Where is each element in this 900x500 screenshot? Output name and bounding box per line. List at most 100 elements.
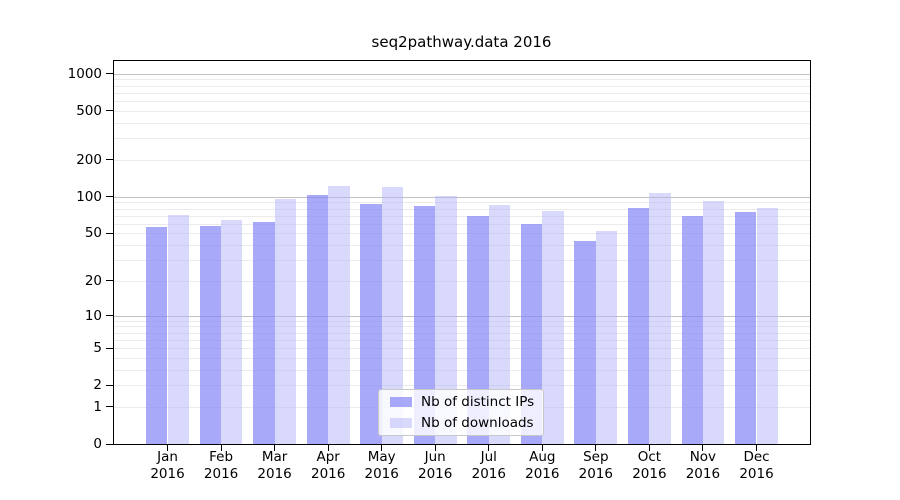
bar-downloads-sep [595,231,618,444]
bar-downloads-apr [328,186,350,444]
x-tick-label-jul: Jul 2016 [459,449,519,482]
minor-gridline [114,233,810,235]
minor-gridline [114,339,810,341]
y-tick-2 [106,384,113,386]
y-tick-label-1: 1 [93,398,102,415]
x-tick-feb [220,445,222,451]
major-gridline [114,196,810,198]
y-tick-5 [106,347,113,349]
minor-gridline [114,110,810,112]
bar-downloads-jan [167,214,189,444]
y-tick-label-0: 0 [93,436,102,452]
month-label: Aug [529,449,556,465]
bar-downloads-dec [756,207,778,444]
y-tick-label-100: 100 [76,188,102,205]
legend-label-downloads: Nb of downloads [421,414,534,431]
legend-label-distinct-ips: Nb of distinct IPs [421,394,535,411]
x-tick-oct [648,445,650,451]
x-tick-label-feb: Feb 2016 [191,449,251,482]
y-tick-label-2: 2 [93,377,102,394]
y-tick-0 [106,443,113,445]
minor-gridline [114,79,810,81]
year-label: 2016 [150,465,185,482]
y-tick-label-1000: 1000 [67,65,102,82]
x-tick-mar [274,445,276,451]
year-label: 2016 [203,465,239,482]
bar-distinct-ips-feb [199,226,222,444]
minor-gridline [114,280,810,282]
legend-item-distinct-ips: Nb of distinct IPs [379,395,543,409]
chart-title: seq2pathway.data 2016 [371,33,552,51]
bar-distinct-ips-sep [574,241,596,444]
x-tick-aug [541,445,543,451]
minor-gridline [114,202,810,204]
bar-distinct-ips-may [360,204,382,444]
bar-distinct-ips-jan [146,227,168,444]
x-tick-label-aug: Aug 2016 [512,449,572,482]
year-label: 2016 [471,465,506,482]
minor-gridline [114,138,810,140]
bar-distinct-ips-nov [681,215,703,444]
plot-area [113,60,811,445]
bar-distinct-ips-oct [628,207,650,444]
month-label: Oct [637,449,662,465]
x-tick-label-jan: Jan 2016 [138,449,198,482]
minor-gridline [114,369,810,371]
x-tick-label-nov: Nov 2016 [673,449,733,482]
x-tick-label-may: May 2016 [352,449,412,482]
y-tick-500 [106,110,113,112]
minor-gridline [114,85,810,87]
x-tick-sep [595,445,597,451]
minor-gridline [114,348,810,349]
y-tick-label-50: 50 [84,225,102,242]
bars-layer [114,61,810,444]
month-label: Mar [261,449,288,465]
y-tick-label-20: 20 [84,272,102,289]
legend: Nb of distinct IPs Nb of downloads [378,389,544,436]
bar-distinct-ips-jun [413,205,436,444]
y-tick-label-10: 10 [84,307,102,324]
bar-downloads-oct [649,192,671,444]
x-tick-label-mar: Mar 2016 [245,449,305,482]
year-label: 2016 [364,465,399,482]
minor-gridline [114,223,810,225]
bar-downloads-nov [702,201,725,444]
month-label: Feb [209,449,234,465]
x-tick-label-jun: Jun 2016 [405,449,465,482]
year-label: 2016 [685,465,721,482]
month-label: Jul [480,449,497,465]
minor-gridline [114,326,810,328]
minor-gridline [114,208,810,210]
year-label: 2016 [578,465,613,482]
x-tick-label-apr: Apr 2016 [298,449,358,482]
y-tick-label-500: 500 [76,102,102,119]
month-label: Jun [424,449,446,465]
legend-swatch-distinct-ips [390,397,412,408]
major-gridline [114,73,810,75]
x-tick-may [381,445,383,451]
month-label: Jan [157,449,178,465]
month-label: Dec [743,449,770,465]
year-label: 2016 [525,465,560,482]
y-tick-label-5: 5 [93,340,102,356]
minor-gridline [114,122,810,124]
year-label: 2016 [257,465,292,482]
bar-distinct-ips-aug [520,223,543,444]
bar-downloads-mar [274,199,296,444]
minor-gridline [114,245,810,246]
minor-gridline [114,101,810,103]
x-tick-apr [327,445,329,451]
x-tick-nov [702,445,704,451]
legend-swatch-downloads [390,417,412,428]
minor-gridline [114,215,810,217]
x-tick-dec [756,445,757,451]
bar-downloads-jul [488,204,511,444]
x-tick-jun [434,445,436,451]
y-tick-10 [106,315,113,316]
legend-item-downloads: Nb of downloads [379,416,543,430]
y-tick-200 [106,159,113,161]
minor-gridline [114,260,810,261]
x-tick-label-sep: Sep 2016 [566,449,626,482]
y-tick-50 [106,232,113,234]
